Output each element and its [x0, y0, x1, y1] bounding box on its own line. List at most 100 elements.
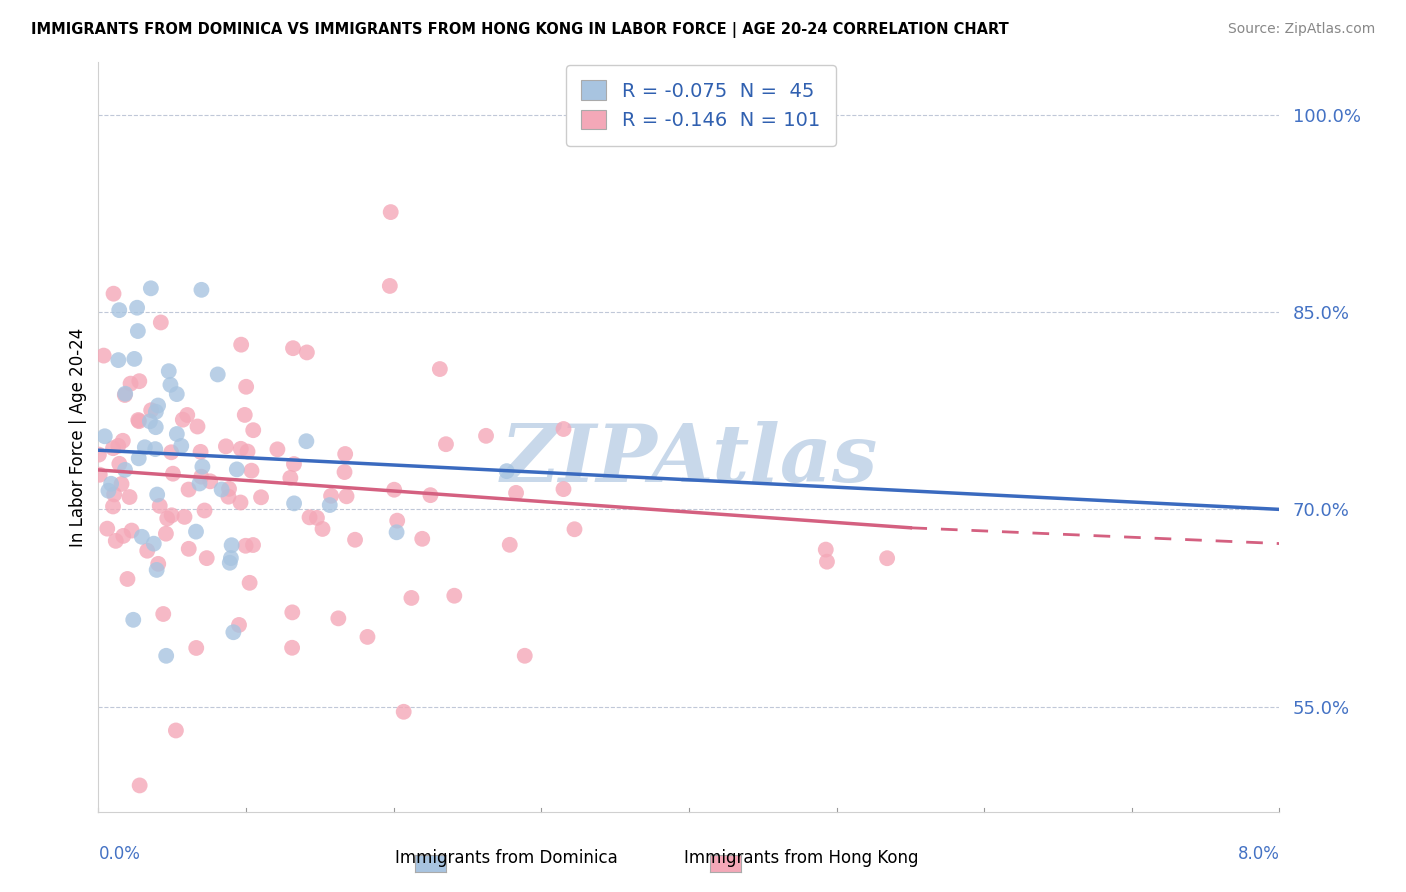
Point: [152, 607, 174, 621]
Point: [156, 511, 179, 525]
Point: [499, 538, 522, 552]
Point: [319, 498, 342, 512]
Point: [122, 613, 145, 627]
Point: [93, 349, 115, 363]
Point: [475, 429, 498, 443]
Point: [141, 403, 163, 417]
Point: [107, 439, 129, 453]
Point: [186, 640, 208, 655]
Text: 0.0%: 0.0%: [98, 845, 141, 863]
Point: [127, 413, 149, 427]
Point: [815, 555, 838, 569]
Point: [242, 423, 264, 437]
Point: [127, 324, 149, 338]
Point: [387, 514, 409, 528]
Point: [114, 463, 136, 477]
Point: [139, 281, 162, 295]
Point: [177, 541, 200, 556]
Point: [380, 205, 402, 219]
Point: [239, 575, 262, 590]
Point: [236, 444, 259, 458]
Point: [131, 530, 153, 544]
Point: [281, 606, 304, 620]
Point: [157, 364, 180, 378]
Point: [382, 483, 405, 497]
Point: [148, 557, 170, 571]
Y-axis label: In Labor Force | Age 20-24: In Labor Force | Age 20-24: [69, 327, 87, 547]
Point: [553, 482, 575, 496]
Point: [149, 499, 172, 513]
Point: [221, 538, 243, 552]
Point: [219, 551, 242, 566]
Point: [233, 408, 256, 422]
Point: [166, 427, 188, 442]
Point: [564, 522, 586, 536]
Point: [160, 445, 183, 459]
Point: [159, 377, 181, 392]
Point: [87, 448, 110, 462]
Point: [295, 434, 318, 449]
Point: [103, 286, 125, 301]
Point: [121, 524, 143, 538]
Point: [134, 440, 156, 454]
Point: [162, 467, 184, 481]
Point: [173, 509, 195, 524]
Point: [190, 445, 212, 459]
Point: [513, 648, 536, 663]
Text: ZIPAtlas: ZIPAtlas: [501, 421, 877, 499]
Point: [229, 495, 252, 509]
Point: [505, 486, 527, 500]
Point: [143, 442, 166, 456]
Point: [128, 779, 150, 793]
Point: [242, 538, 264, 552]
Point: [100, 476, 122, 491]
Point: [283, 496, 305, 510]
Point: [146, 399, 169, 413]
Point: [385, 525, 408, 540]
Point: [378, 279, 401, 293]
Point: [200, 475, 222, 489]
Point: [225, 462, 247, 476]
Point: [97, 483, 120, 498]
Point: [215, 439, 238, 453]
Point: [335, 489, 357, 503]
Point: [118, 490, 141, 504]
Point: [124, 351, 146, 366]
Point: [235, 539, 257, 553]
Point: [401, 591, 423, 605]
Point: [89, 467, 111, 482]
Point: [411, 532, 433, 546]
Point: [101, 441, 124, 455]
Point: [155, 526, 177, 541]
Legend: R = -0.075  N =  45, R = -0.146  N = 101: R = -0.075 N = 45, R = -0.146 N = 101: [565, 64, 835, 145]
Point: [176, 408, 198, 422]
Point: [188, 476, 211, 491]
Point: [344, 533, 367, 547]
Point: [160, 508, 183, 523]
Text: IMMIGRANTS FROM DOMINICA VS IMMIGRANTS FROM HONG KONG IN LABOR FORCE | AGE 20-24: IMMIGRANTS FROM DOMINICA VS IMMIGRANTS F…: [31, 22, 1008, 38]
Point: [305, 511, 328, 525]
Point: [145, 420, 167, 434]
Point: [136, 543, 159, 558]
Point: [335, 447, 357, 461]
Point: [429, 362, 451, 376]
Point: [142, 537, 165, 551]
Point: [814, 542, 837, 557]
Point: [101, 500, 124, 514]
Point: [165, 723, 187, 738]
Point: [108, 457, 131, 471]
Point: [295, 345, 318, 359]
Point: [94, 429, 117, 443]
Point: [222, 625, 245, 640]
Point: [280, 471, 302, 485]
Point: [114, 386, 136, 401]
Point: [218, 482, 240, 496]
Point: [211, 483, 233, 497]
Point: [228, 618, 250, 632]
Point: [172, 412, 194, 426]
Text: Immigrants from Hong Kong: Immigrants from Hong Kong: [685, 849, 918, 867]
Point: [190, 469, 212, 483]
Point: [184, 524, 207, 539]
Point: [229, 442, 252, 456]
Point: [195, 551, 218, 566]
